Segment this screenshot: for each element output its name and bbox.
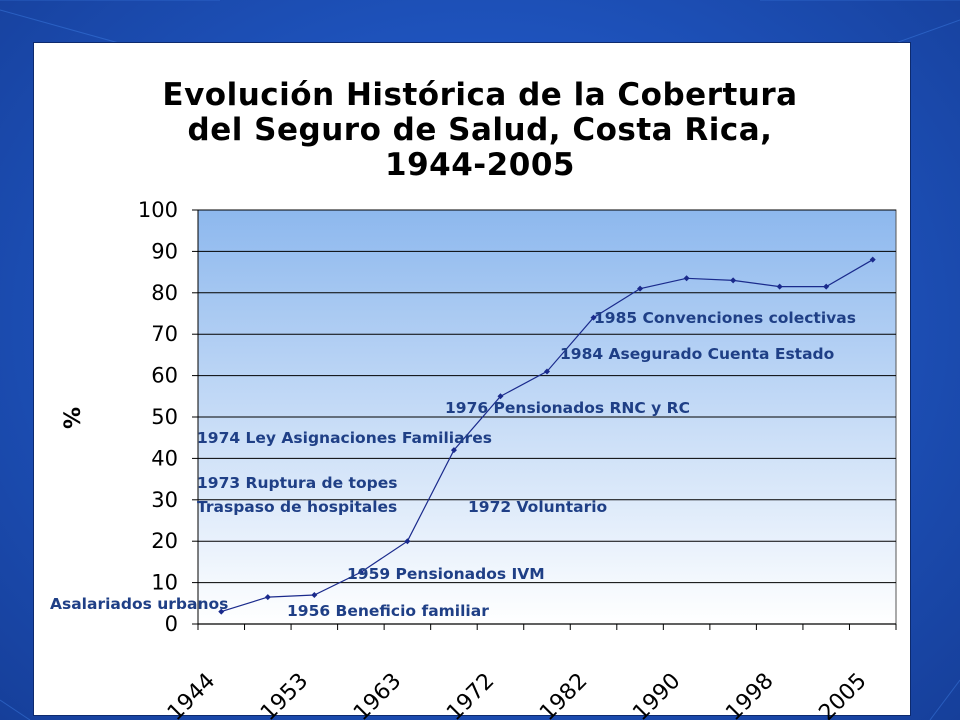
annotation-label: 1959 Pensionados IVM bbox=[347, 565, 545, 583]
y-tick-label: 10 bbox=[151, 571, 178, 595]
title-line-3: 1944-2005 bbox=[385, 147, 575, 183]
y-tick-label: 40 bbox=[151, 446, 178, 470]
data-point bbox=[869, 256, 876, 263]
x-tick-label: 1972 bbox=[442, 669, 499, 720]
data-point bbox=[497, 393, 504, 400]
data-point bbox=[264, 594, 271, 601]
annotation-label: 1976 Pensionados RNC y RC bbox=[445, 399, 690, 417]
data-point bbox=[404, 538, 411, 545]
title-line-2: del Seguro de Salud, Costa Rica, bbox=[187, 112, 773, 148]
annotation-label: 1974 Ley Asignaciones Familiares bbox=[197, 429, 492, 447]
data-point bbox=[311, 592, 318, 599]
x-tick-label: 1998 bbox=[721, 669, 778, 720]
x-tick-label: 1944 bbox=[163, 669, 220, 720]
annotation-label: Asalariados urbanos bbox=[50, 595, 228, 613]
title-line-1: Evolución Histórica de la Cobertura bbox=[162, 77, 798, 113]
data-point bbox=[823, 283, 830, 290]
x-tick-label: 1963 bbox=[349, 669, 406, 720]
annotation-label: 1984 Asegurado Cuenta Estado bbox=[560, 345, 834, 363]
data-point bbox=[218, 608, 225, 615]
y-axis-label: % bbox=[61, 407, 86, 429]
data-point bbox=[730, 277, 737, 284]
chart-title: Evolución Histórica de la Cobertura del … bbox=[0, 78, 960, 183]
y-tick-label: 0 bbox=[165, 612, 178, 636]
annotation-label: 1972 Voluntario bbox=[468, 498, 607, 516]
y-tick-label: 70 bbox=[151, 322, 178, 346]
y-tick-label: 30 bbox=[151, 488, 178, 512]
data-point bbox=[544, 368, 550, 375]
annotation-label: 1956 Beneficio familiar bbox=[287, 602, 489, 620]
data-point bbox=[450, 447, 457, 454]
data-point bbox=[637, 285, 644, 292]
data-point bbox=[776, 283, 783, 290]
annotation-label: 1973 Ruptura de topes bbox=[197, 474, 397, 492]
annotation-label: Traspaso de hospitales bbox=[197, 498, 397, 516]
x-tick-label: 2005 bbox=[814, 669, 871, 720]
y-tick-label: 90 bbox=[151, 239, 178, 263]
data-point bbox=[357, 569, 364, 576]
y-tick-label: 50 bbox=[151, 405, 178, 429]
x-tick-label: 1990 bbox=[628, 669, 685, 720]
y-tick-label: 60 bbox=[151, 364, 178, 388]
annotation-label: 1985 Convenciones colectivas bbox=[594, 309, 856, 327]
y-tick-label: 100 bbox=[138, 198, 178, 222]
data-point bbox=[590, 314, 597, 321]
x-tick-label: 1953 bbox=[256, 669, 313, 720]
y-tick-label: 80 bbox=[151, 281, 178, 305]
data-point bbox=[683, 275, 690, 282]
x-tick-label: 1982 bbox=[535, 669, 592, 720]
y-tick-label: 20 bbox=[151, 529, 178, 553]
